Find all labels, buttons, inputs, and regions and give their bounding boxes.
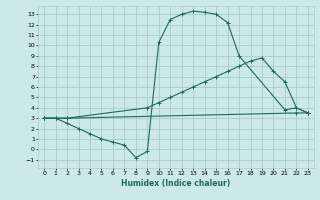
X-axis label: Humidex (Indice chaleur): Humidex (Indice chaleur) — [121, 179, 231, 188]
